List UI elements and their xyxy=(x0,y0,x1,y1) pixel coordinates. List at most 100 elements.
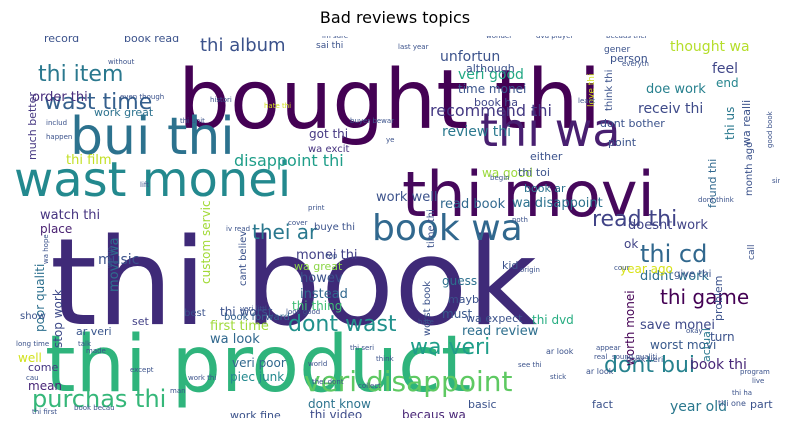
word-dvd-player: dvd player xyxy=(536,36,573,40)
word-didnt-work: didnt work xyxy=(640,269,710,284)
word-time-monei: time monei xyxy=(458,82,526,96)
word-begin: begin xyxy=(490,174,510,182)
word-problem: problem xyxy=(712,275,725,321)
word-order-thi: order thi xyxy=(32,90,88,105)
word-part: part xyxy=(750,398,773,411)
word-book-read: book read xyxy=(124,36,179,45)
word-record: record xyxy=(44,36,79,45)
word-thought-wa: thought wa xyxy=(670,39,750,55)
word-happen: happen xyxy=(46,133,72,141)
word-ye: ye xyxy=(386,136,394,144)
word-thi-cd: thi cd xyxy=(640,240,707,268)
word-turn: turn xyxy=(710,330,735,344)
word-thi-album: thi album xyxy=(200,36,286,56)
word-book-forward: book forward xyxy=(224,312,290,323)
word-veri-littl: veri littl xyxy=(240,305,267,313)
word-fact: fact xyxy=(592,398,614,411)
word-origin: origin xyxy=(520,266,540,274)
word-cau: cau xyxy=(26,374,39,382)
word-dont-bui: dont bui xyxy=(604,353,695,378)
word-thi-book: thi book xyxy=(50,214,538,353)
word-purchas-thi: purchas thi xyxy=(32,385,166,413)
word-instead: instead xyxy=(300,287,348,302)
word-basic: basic xyxy=(468,398,497,411)
word-worth-monei: worth monei xyxy=(623,290,637,366)
word-thi-worst: thi worst xyxy=(220,305,273,319)
word-thi-movi: thi movi xyxy=(402,158,655,231)
word-person: person xyxy=(610,52,648,65)
word-thi-film: thi film xyxy=(66,153,112,168)
word-thi-ha: thi ha xyxy=(732,389,752,397)
word-dont-know: dont know xyxy=(308,397,371,411)
word-got-thi: got thi xyxy=(309,127,348,141)
word-dont-think: dont think xyxy=(698,196,735,204)
word-save-monei: save monei xyxy=(640,318,715,333)
word-stop-work: stop work xyxy=(51,289,65,348)
word-lift: lift xyxy=(140,181,149,189)
word-doe-work: doe work xyxy=(646,82,706,97)
word-kid: kid xyxy=(502,259,518,272)
word-book-ar: book ar xyxy=(524,182,566,195)
word-music: music xyxy=(98,252,139,268)
word-either: either xyxy=(530,150,563,163)
word-even-though: even though xyxy=(120,93,164,101)
word-end: end xyxy=(716,76,739,90)
word-see-thi: see thi xyxy=(518,361,542,369)
word-veri-disappoint: veri disappoint xyxy=(304,365,512,398)
word-review-thi: review thi xyxy=(442,124,511,140)
word-first-time: first time xyxy=(210,319,269,334)
word-howev: howev xyxy=(300,271,343,286)
word-buyer-bewar: buyer bewar xyxy=(350,117,394,125)
word-book-wa: book wa xyxy=(372,208,523,249)
word-wa-disappoint: wa disappoint xyxy=(512,196,603,211)
word-thei-ar: thei ar xyxy=(252,220,318,244)
word-set: set xyxy=(132,315,149,328)
word-love-thi: love thi xyxy=(587,74,597,107)
word-veri-poor: veri poor xyxy=(232,356,286,370)
word-show: show xyxy=(20,311,46,322)
word-custom-servic: custom servic xyxy=(199,200,213,284)
word-program: program xyxy=(740,368,770,376)
word-veri-good: veri good xyxy=(458,67,524,83)
word-read-book: read book xyxy=(440,197,506,212)
word-think: think xyxy=(376,355,395,363)
word-monei-thi: monei thi xyxy=(296,248,358,263)
word-thi-dvd: thi dvd xyxy=(532,313,574,327)
word-book-becau: book becau xyxy=(74,404,115,412)
word-read-thi: read thi xyxy=(592,207,677,232)
word-book-thi: book thi xyxy=(690,357,747,373)
word-without: without xyxy=(108,58,135,66)
word-wa-go: wa go xyxy=(106,247,114,268)
word-long-time: long time xyxy=(16,340,49,348)
word-thi-toi: thi toi xyxy=(518,166,550,179)
word-unfortun: unfortun xyxy=(440,49,500,65)
word-thi-product: thi product xyxy=(45,320,472,410)
word-ar-veri: ar veri xyxy=(76,325,112,338)
word-becaus-thei: becaus thei xyxy=(606,36,647,40)
word-mayb: mayb xyxy=(448,293,479,306)
word-guess: guess xyxy=(442,274,477,288)
word-dont-wast: dont wast xyxy=(288,312,397,337)
chart-title: Bad reviews topics xyxy=(319,8,471,27)
word-good-book: good book xyxy=(766,110,774,148)
word-worst-book: worst book xyxy=(422,281,433,336)
word-wa-excit: wa excit xyxy=(308,144,349,155)
word-everyth: everyth xyxy=(622,60,649,68)
word-give-thi: give thi xyxy=(674,269,711,280)
word-ok: ok xyxy=(624,237,638,251)
word-real: real xyxy=(594,353,607,361)
word-wast-time: wast time xyxy=(44,90,152,115)
word-year-old: year old xyxy=(670,399,727,415)
word-thi-video: thi video xyxy=(310,408,362,418)
word-much-better: much better xyxy=(26,92,39,160)
word-sai-thi: sai thi xyxy=(316,41,343,51)
word-wa-great: wa great xyxy=(294,260,343,273)
word-feel: feel xyxy=(712,61,738,77)
word-thi-wa: thi wa xyxy=(480,103,620,157)
word-place: place xyxy=(40,222,72,236)
word-wa-veri: wa veri xyxy=(410,335,490,360)
word-wa-expect: wa expect xyxy=(466,312,523,325)
word-cant-believ: cant believ xyxy=(238,231,249,286)
word-dont-bother: dont bother xyxy=(600,117,665,130)
word-except: except xyxy=(130,366,154,374)
